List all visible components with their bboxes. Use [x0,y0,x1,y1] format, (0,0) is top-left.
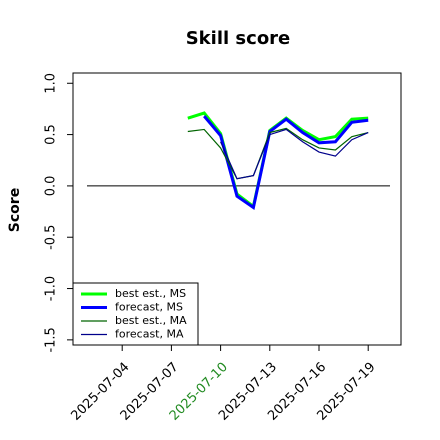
legend-label: forecast, MA [115,328,184,341]
legend-label: forecast, MS [115,301,183,314]
chart-title: Skill score [186,28,291,49]
y-axis-label: Score [7,188,23,232]
plot-frame [72,72,402,346]
y-tick-label: 0.5 [44,124,59,145]
y-tick-label: -0.5 [44,225,59,250]
y-tick-label: -1.5 [44,327,59,352]
legend-label: best est., MA [115,314,187,327]
y-tick-label: -1.0 [44,276,59,301]
series-line [203,115,369,210]
y-tick-label: 1.0 [44,73,59,94]
series-line [220,128,369,180]
legend-label: best est., MS [115,287,186,300]
series-line [187,127,369,180]
y-tick-label: 0.0 [44,176,59,197]
